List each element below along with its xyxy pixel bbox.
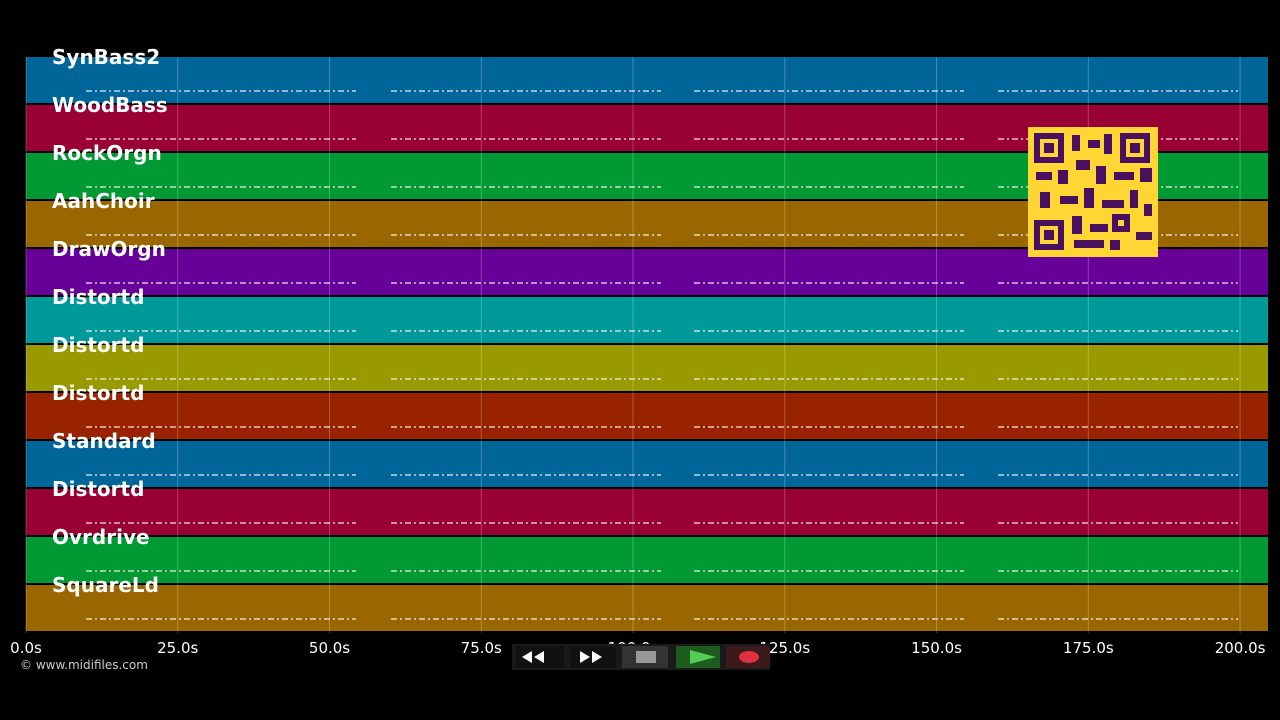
track-row [26, 489, 1268, 535]
play-button[interactable] [676, 646, 720, 668]
track-label: DrawOrgn [52, 237, 166, 261]
track-row [26, 297, 1268, 343]
track-label: Distortd [52, 285, 144, 309]
tick-label: 0.0s [10, 639, 42, 657]
tick-label: 25.0s [157, 639, 198, 657]
track-label: Distortd [52, 333, 144, 357]
track-row [26, 345, 1268, 391]
tick-label: 50.0s [309, 639, 350, 657]
stop-button[interactable] [622, 646, 668, 668]
track-row [26, 585, 1268, 631]
track-label: Distortd [52, 477, 144, 501]
tick-label: 125.0s [759, 639, 810, 657]
track-label: RockOrgn [52, 141, 162, 165]
track-row [26, 441, 1268, 487]
transport-controls [512, 644, 770, 670]
tick-label: 150.0s [911, 639, 962, 657]
qr-code [1028, 127, 1158, 257]
track-label: WoodBass [52, 93, 168, 117]
track-labels: SynBass2 WoodBass RockOrgn AahChoir DrawOrgn… [52, 45, 168, 597]
tick-label: 200.0s [1215, 639, 1266, 657]
tick-label: 75.0s [461, 639, 502, 657]
track-label: SquareLd [52, 573, 159, 597]
tick-label: 175.0s [1063, 639, 1114, 657]
record-button[interactable] [726, 646, 770, 668]
track-label: Standard [52, 429, 156, 453]
rewind-button[interactable] [516, 646, 564, 668]
track-row [26, 393, 1268, 439]
track-label: AahChoir [52, 189, 155, 213]
credit: © www.midifiles.com [20, 658, 148, 672]
track-row [26, 57, 1268, 103]
track-label: Ovrdrive [52, 525, 150, 549]
fast-forward-button[interactable] [570, 646, 616, 668]
track-row [26, 537, 1268, 583]
time-grid [25, 57, 1241, 633]
track-label: SynBass2 [52, 45, 160, 69]
track-label: Distortd [52, 381, 144, 405]
